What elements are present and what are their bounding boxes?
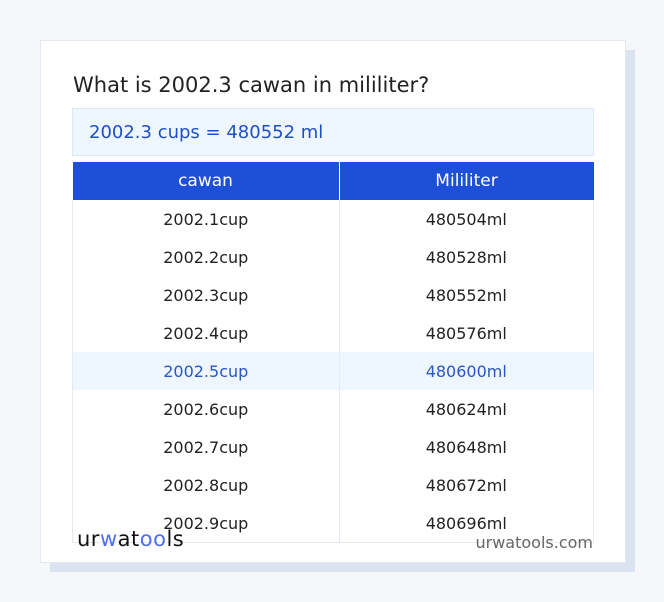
- table-row: 2002.6cup 480624ml: [72, 390, 594, 428]
- cell-mililiter: 480672ml: [338, 466, 594, 504]
- header-mililiter: Mililiter: [338, 162, 594, 200]
- cell-mililiter: 480648ml: [338, 428, 594, 466]
- logo-text: ur: [77, 527, 100, 551]
- cell-mililiter: 480576ml: [338, 314, 594, 352]
- logo-text: ls: [166, 527, 185, 551]
- header-cawan: cawan: [72, 162, 339, 200]
- page-title: What is 2002.3 cawan in mililiter?: [73, 73, 430, 97]
- table-row: 2002.4cup 480576ml: [72, 314, 594, 352]
- table-row: 2002.1cup 480504ml: [72, 200, 594, 238]
- table-row: 2002.5cup 480600ml: [72, 352, 594, 390]
- cell-mililiter: 480696ml: [338, 504, 594, 543]
- result-box: 2002.3 cups = 480552 ml: [72, 108, 594, 156]
- cell-cawan: 2002.7cup: [72, 428, 340, 466]
- table-row: 2002.9cup 480696ml: [72, 504, 594, 543]
- conversion-table: cawan Mililiter 2002.1cup 480504ml 2002.2c…: [72, 162, 594, 543]
- cell-cawan: 2002.5cup: [72, 352, 340, 390]
- table-row: 2002.2cup 480528ml: [72, 238, 594, 276]
- table-row: 2002.7cup 480648ml: [72, 428, 594, 466]
- cell-mililiter: 480552ml: [338, 276, 594, 314]
- logo-text: w: [99, 527, 118, 551]
- cell-cawan: 2002.6cup: [72, 390, 340, 428]
- cell-cawan: 2002.2cup: [72, 238, 340, 276]
- urwatools-logo[interactable]: urwatools: [77, 527, 184, 551]
- table-header: cawan Mililiter: [72, 162, 594, 200]
- cell-cawan: 2002.9cup: [72, 504, 340, 543]
- cell-cawan: 2002.8cup: [72, 466, 340, 504]
- cell-mililiter: 480504ml: [338, 200, 594, 238]
- cell-cawan: 2002.3cup: [72, 276, 340, 314]
- cell-cawan: 2002.1cup: [72, 200, 340, 238]
- cell-mililiter: 480600ml: [338, 352, 594, 390]
- cell-cawan: 2002.4cup: [72, 314, 340, 352]
- logo-text: oo: [139, 527, 167, 551]
- logo-text: at: [117, 527, 140, 551]
- site-link[interactable]: urwatools.com: [475, 533, 594, 552]
- cell-mililiter: 480528ml: [338, 238, 594, 276]
- table-row: 2002.3cup 480552ml: [72, 276, 594, 314]
- cell-mililiter: 480624ml: [338, 390, 594, 428]
- converter-card: What is 2002.3 cawan in mililiter? 2002.…: [40, 40, 626, 563]
- table-row: 2002.8cup 480672ml: [72, 466, 594, 504]
